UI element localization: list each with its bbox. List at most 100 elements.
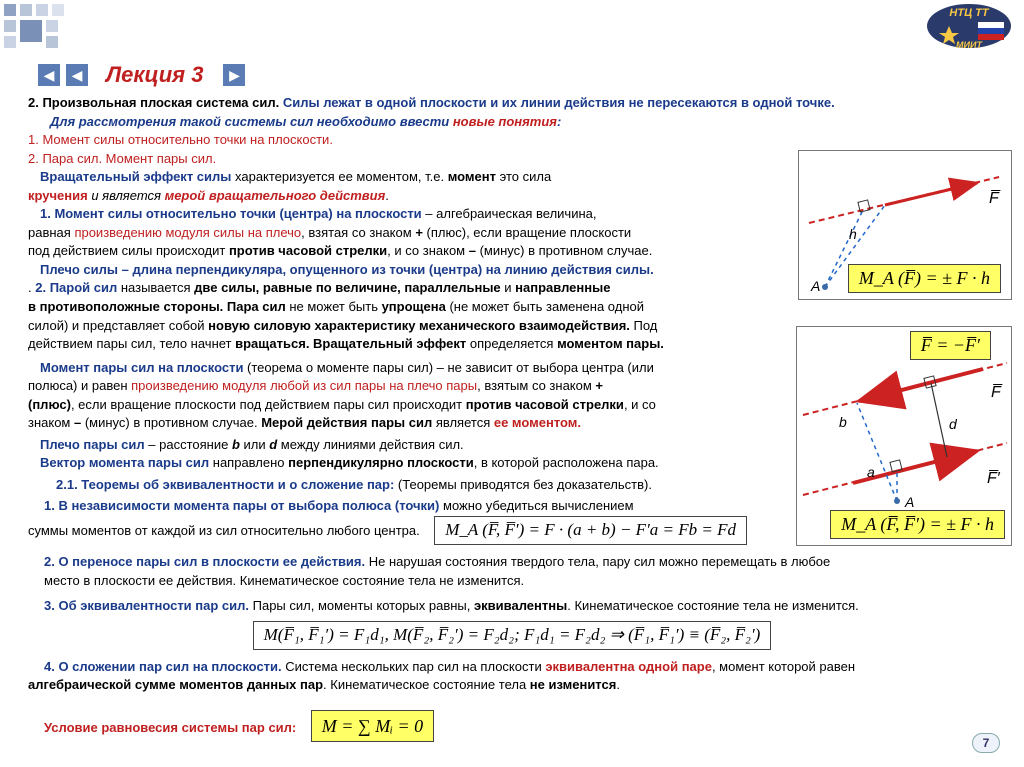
t: – [469,243,480,258]
svg-text:НТЦ ТТ: НТЦ ТТ [949,7,989,19]
t: . Кинематическое состояние тела [323,677,530,692]
figure-couple-of-forces: A b a d F̅ F̅′ F̅ = −F̅′ M_A (F̅, F̅′) =… [796,326,1012,546]
t: . [616,677,620,692]
t: между линиями действия сил. [281,437,464,452]
nav-prev-first[interactable]: ◀ [38,64,60,86]
t: или [240,437,269,452]
t: – алгебраическая величина, [422,206,597,221]
formula-f-fp: F̅ = −F̅′ [910,331,991,360]
t: полюса) и равен [28,378,131,393]
t: (не может быть заменена одной [449,299,644,314]
t: – расстояние [145,437,232,452]
t: характеризуется ее моментом, т.е. [235,169,448,184]
t: (плюс) [28,397,71,412]
t: мерой вращательного действия [165,188,386,203]
header: ◀ ◀ Лекция 3 ▶ [38,62,245,88]
t: действием пары сил, тело начнет [28,336,235,351]
t: Система нескольких пар сил на плоскости [282,659,546,674]
t: Момент пары сил на плоскости [28,360,243,375]
t: , и со [624,397,656,412]
figure-moment-of-force: A h F̅ M_A (F̅) = ± F · h [798,150,1012,300]
t: (теорема о моменте пары сил) – не зависи… [243,360,653,375]
t: эквивалентны [474,598,567,613]
svg-text:h: h [849,226,857,242]
t: перпендикулярно плоскости [288,455,474,470]
svg-text:b: b [839,414,847,430]
t: кручения [28,188,91,203]
t: Мерой действия пары сил [261,415,432,430]
page-number: 7 [972,733,1000,753]
t: в противоположные стороны. Пара сил [28,299,286,314]
t: 4. О сложении пар сил на плоскости. [28,659,282,674]
t: , момент которой равен [712,659,855,674]
t: , если вращение плоскости под действием … [71,397,466,412]
t: не изменится [530,677,617,692]
svg-text:a: a [867,464,875,480]
t: 2. Парой сил [35,280,117,295]
t: моментом пары. [557,336,664,351]
t: произведению модуля любой из сил пары на… [131,378,477,393]
t: новые понятия [453,114,557,129]
t: Вращательный эффект силы [28,169,235,184]
t: две силы, равные по величине, параллельн… [194,280,501,295]
t: силой) и представляет собой [28,318,208,333]
t: является [432,415,494,430]
formula-equilibrium: M = ∑ Mᵢ = 0 [311,710,434,742]
t: 1. Момент силы относительно точки на пло… [28,131,996,149]
t: Вектор момента пары сил [28,455,209,470]
t: 2. Произвольная плоская система сил. [28,95,279,110]
t: (плюс), если вращение плоскости [427,225,632,240]
t: новую силовую характеристику механическо… [208,318,630,333]
t: определяется [466,336,557,351]
t: 2. О переносе пары сил в плоскости ее де… [28,554,365,569]
t: – длина перпендикуляра, опущенного из то… [118,262,654,277]
svg-text:d: d [949,416,958,432]
t: произведению модуля силы на плечо [74,225,301,240]
logo: НТЦ ТТ МИИТ [924,2,1014,50]
t: , взятая со знаком [301,225,415,240]
t: направленные [515,280,610,295]
t: Пары сил, моменты которых равны, [249,598,474,613]
t: . [385,188,389,203]
svg-text:F̅: F̅ [991,383,1003,401]
t: против часовой стрелки [229,243,387,258]
t: эквивалентна одной паре [545,659,712,674]
t: можно убедиться вычислением [439,498,633,513]
t: это сила [500,169,552,184]
t: Условие равновесия системы пар сил: [28,720,296,735]
t: Для рассмотрения такой системы сил необх… [50,114,453,129]
t: + [415,225,426,240]
t: (минус) в противном случае. [480,243,653,258]
svg-text:F̅: F̅ [989,189,1001,207]
t: и [501,280,516,295]
t: не может быть [286,299,382,314]
t: Плечо силы [28,262,118,277]
t: равная [28,225,74,240]
t: , в которой расположена пара. [474,455,659,470]
t: (минус) в противном случае. [85,415,261,430]
t: 1. Момент силы относительно точки (центр… [28,206,422,221]
formula-ma-expand: M_A (F̅, F̅′) = F · (a + b) − F′a = Fb =… [434,516,747,545]
t: знаком [28,415,74,430]
t: Под [630,318,658,333]
t: Не нарушая состояния твердого тела, пару… [365,554,830,569]
t: момент [448,169,500,184]
t: ее моментом. [494,415,581,430]
t: 3. Об эквивалентности пар сил. [28,598,249,613]
t: : [557,114,561,129]
t: место в плоскости ее действия. Кинематич… [44,573,524,588]
t: – [74,415,85,430]
svg-text:F̅′: F̅′ [987,469,1001,487]
nav-next[interactable]: ▶ [223,64,245,86]
lecture-title: Лекция 3 [106,62,203,88]
svg-text:A: A [904,494,914,510]
t: d [269,437,281,452]
svg-text:A: A [810,278,820,294]
svg-text:МИИТ: МИИТ [956,40,983,50]
t: называется [117,280,194,295]
formula-moment-pair: M_A (F̅, F̅′) = ± F · h [830,510,1005,539]
t: (Теоремы приводятся без доказательств). [394,477,652,492]
nav-prev[interactable]: ◀ [66,64,88,86]
formula-equiv: M(F̅₁, F̅₁′) = F₁d₁, M(F̅₂, F̅₂′) = F₂d₂… [253,621,772,650]
t: суммы моментов от каждой из сил относите… [28,523,423,538]
